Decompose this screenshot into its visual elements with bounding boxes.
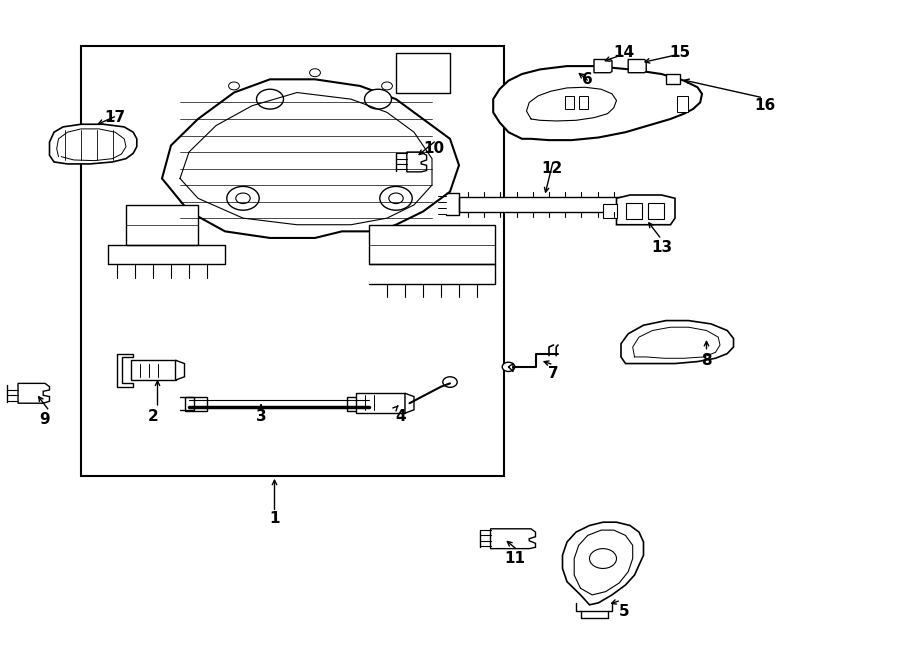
Circle shape (227, 186, 259, 210)
Polygon shape (562, 522, 644, 605)
Text: 8: 8 (701, 353, 712, 368)
Polygon shape (369, 225, 495, 264)
Bar (81, 46, 504, 476)
Polygon shape (18, 383, 50, 403)
Polygon shape (493, 66, 702, 140)
Circle shape (364, 89, 392, 109)
Text: 7: 7 (548, 366, 559, 381)
Text: 3: 3 (256, 409, 266, 424)
Circle shape (502, 362, 515, 371)
Text: 9: 9 (40, 412, 50, 427)
Polygon shape (616, 195, 675, 225)
Bar (356, 393, 405, 413)
Circle shape (229, 82, 239, 90)
Polygon shape (176, 360, 184, 380)
Text: 6: 6 (582, 72, 593, 87)
Circle shape (380, 186, 412, 210)
Polygon shape (621, 321, 734, 364)
Polygon shape (50, 124, 137, 164)
Text: 1: 1 (269, 512, 280, 526)
Circle shape (590, 549, 616, 568)
Circle shape (389, 193, 403, 204)
Text: 10: 10 (423, 141, 445, 156)
Text: 5: 5 (618, 604, 629, 619)
Polygon shape (126, 205, 198, 245)
Polygon shape (117, 354, 133, 387)
Polygon shape (405, 393, 414, 413)
Text: 17: 17 (104, 110, 126, 125)
Polygon shape (628, 59, 646, 73)
Text: 13: 13 (651, 241, 672, 255)
Bar (184, 397, 207, 411)
Text: 11: 11 (504, 551, 526, 566)
Polygon shape (130, 360, 176, 380)
Bar (648, 203, 664, 219)
Circle shape (310, 69, 320, 77)
Circle shape (382, 82, 392, 90)
Text: 15: 15 (669, 46, 690, 60)
Polygon shape (459, 197, 630, 212)
Text: 4: 4 (395, 409, 406, 424)
Text: 12: 12 (541, 161, 562, 176)
Bar (346, 397, 369, 411)
Text: 16: 16 (754, 98, 776, 113)
Bar (677, 96, 688, 112)
Circle shape (443, 377, 457, 387)
Polygon shape (407, 152, 427, 172)
Polygon shape (491, 529, 536, 549)
Bar (666, 74, 680, 84)
Circle shape (256, 89, 284, 109)
Text: 2: 2 (148, 409, 158, 424)
Circle shape (236, 193, 250, 204)
Text: 14: 14 (613, 46, 634, 60)
Bar (603, 204, 616, 218)
Bar (565, 96, 574, 109)
Bar (579, 96, 588, 109)
Polygon shape (594, 59, 612, 73)
Polygon shape (162, 79, 459, 238)
Bar (626, 203, 642, 219)
Polygon shape (396, 53, 450, 93)
